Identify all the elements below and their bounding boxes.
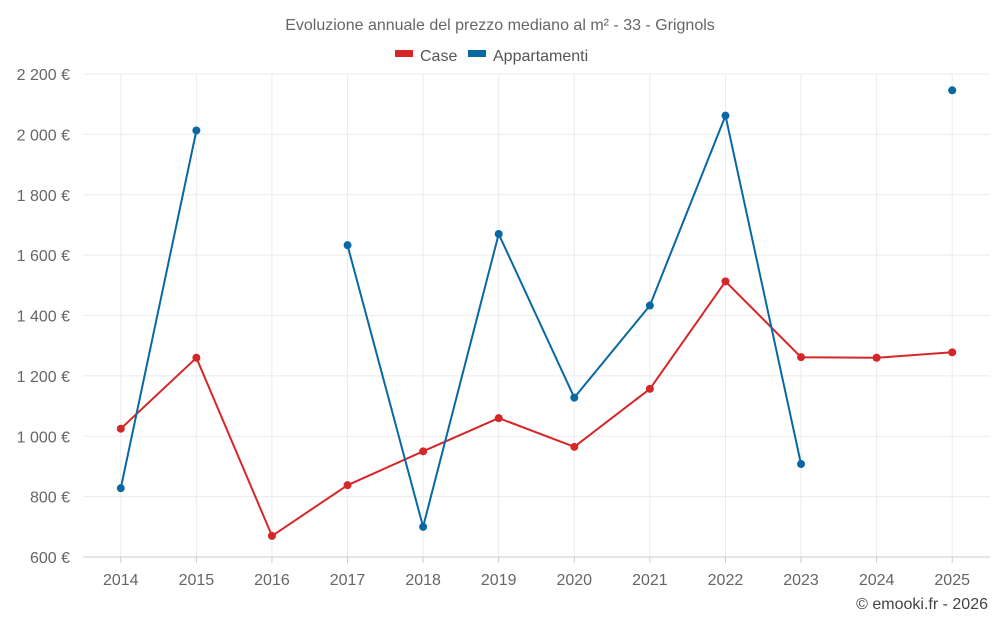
data-point-case[interactable] (948, 348, 957, 357)
x-tick-label: 2016 (254, 572, 290, 589)
data-point-appartamenti[interactable] (192, 126, 201, 135)
x-tick-label: 2024 (859, 572, 895, 589)
data-point-case[interactable] (343, 481, 352, 490)
data-point-appartamenti[interactable] (419, 522, 428, 531)
x-tick-label: 2022 (708, 572, 744, 589)
data-point-case[interactable] (116, 424, 125, 433)
legend-swatch-case (395, 50, 413, 57)
x-tick-label: 2015 (179, 572, 215, 589)
y-tick-label: 1 800 € (17, 188, 70, 205)
data-point-appartamenti[interactable] (645, 301, 654, 310)
legend-swatch-appartamenti (468, 50, 486, 57)
data-point-case[interactable] (721, 277, 730, 286)
data-point-appartamenti[interactable] (721, 111, 730, 120)
x-tick-label: 2020 (556, 572, 592, 589)
x-tick-label: 2018 (405, 572, 441, 589)
data-point-appartamenti[interactable] (570, 393, 579, 402)
credit-text: © emooki.fr - 2026 (856, 596, 988, 613)
x-tick-label: 2017 (330, 572, 366, 589)
legend-label-appartamenti: Appartamenti (493, 48, 588, 65)
series-appartamenti (116, 86, 957, 531)
data-point-case[interactable] (192, 353, 201, 362)
data-point-case[interactable] (494, 414, 503, 423)
legend: Case Appartamenti (395, 48, 588, 65)
axes: 600 € 800 € 1 000 € 1 200 € 1 400 € 1 600 € 1 … (17, 67, 990, 589)
y-tick-label: 600 € (30, 550, 70, 567)
x-tick-label: 2025 (934, 572, 970, 589)
data-point-appartamenti[interactable] (797, 460, 806, 469)
y-tick-label: 800 € (30, 490, 70, 507)
series-line-case (120, 280, 953, 537)
y-tick-label: 2 000 € (17, 127, 70, 144)
series-case (116, 277, 957, 540)
chart-title: Evoluzione annuale del prezzo mediano al… (285, 17, 715, 34)
legend-label-case: Case (420, 48, 457, 65)
y-tick-label: 2 200 € (17, 67, 70, 84)
x-tick-label: 2023 (783, 572, 819, 589)
data-point-appartamenti[interactable] (948, 86, 957, 95)
series (116, 86, 957, 540)
series-line-appartamenti (119, 130, 198, 489)
data-point-appartamenti[interactable] (494, 229, 503, 238)
data-point-appartamenti[interactable] (343, 241, 352, 250)
data-point-case[interactable] (872, 353, 881, 362)
x-tick-label: 2021 (632, 572, 668, 589)
data-point-case[interactable] (645, 384, 654, 393)
x-tick-label: 2014 (103, 572, 139, 589)
legend-item-appartamenti[interactable]: Appartamenti (468, 48, 588, 65)
y-tick-label: 1 600 € (17, 248, 70, 265)
y-tick-label: 1 200 € (17, 369, 70, 386)
y-tick-label: 1 400 € (17, 309, 70, 326)
data-point-case[interactable] (570, 442, 579, 451)
data-point-case[interactable] (797, 353, 806, 362)
legend-item-case[interactable]: Case (395, 48, 457, 65)
data-point-case[interactable] (267, 531, 276, 540)
y-tick-label: 1 000 € (17, 429, 70, 446)
gridlines (83, 73, 990, 557)
data-point-appartamenti[interactable] (116, 484, 125, 493)
x-tick-label: 2019 (481, 572, 517, 589)
data-point-case[interactable] (419, 447, 428, 456)
